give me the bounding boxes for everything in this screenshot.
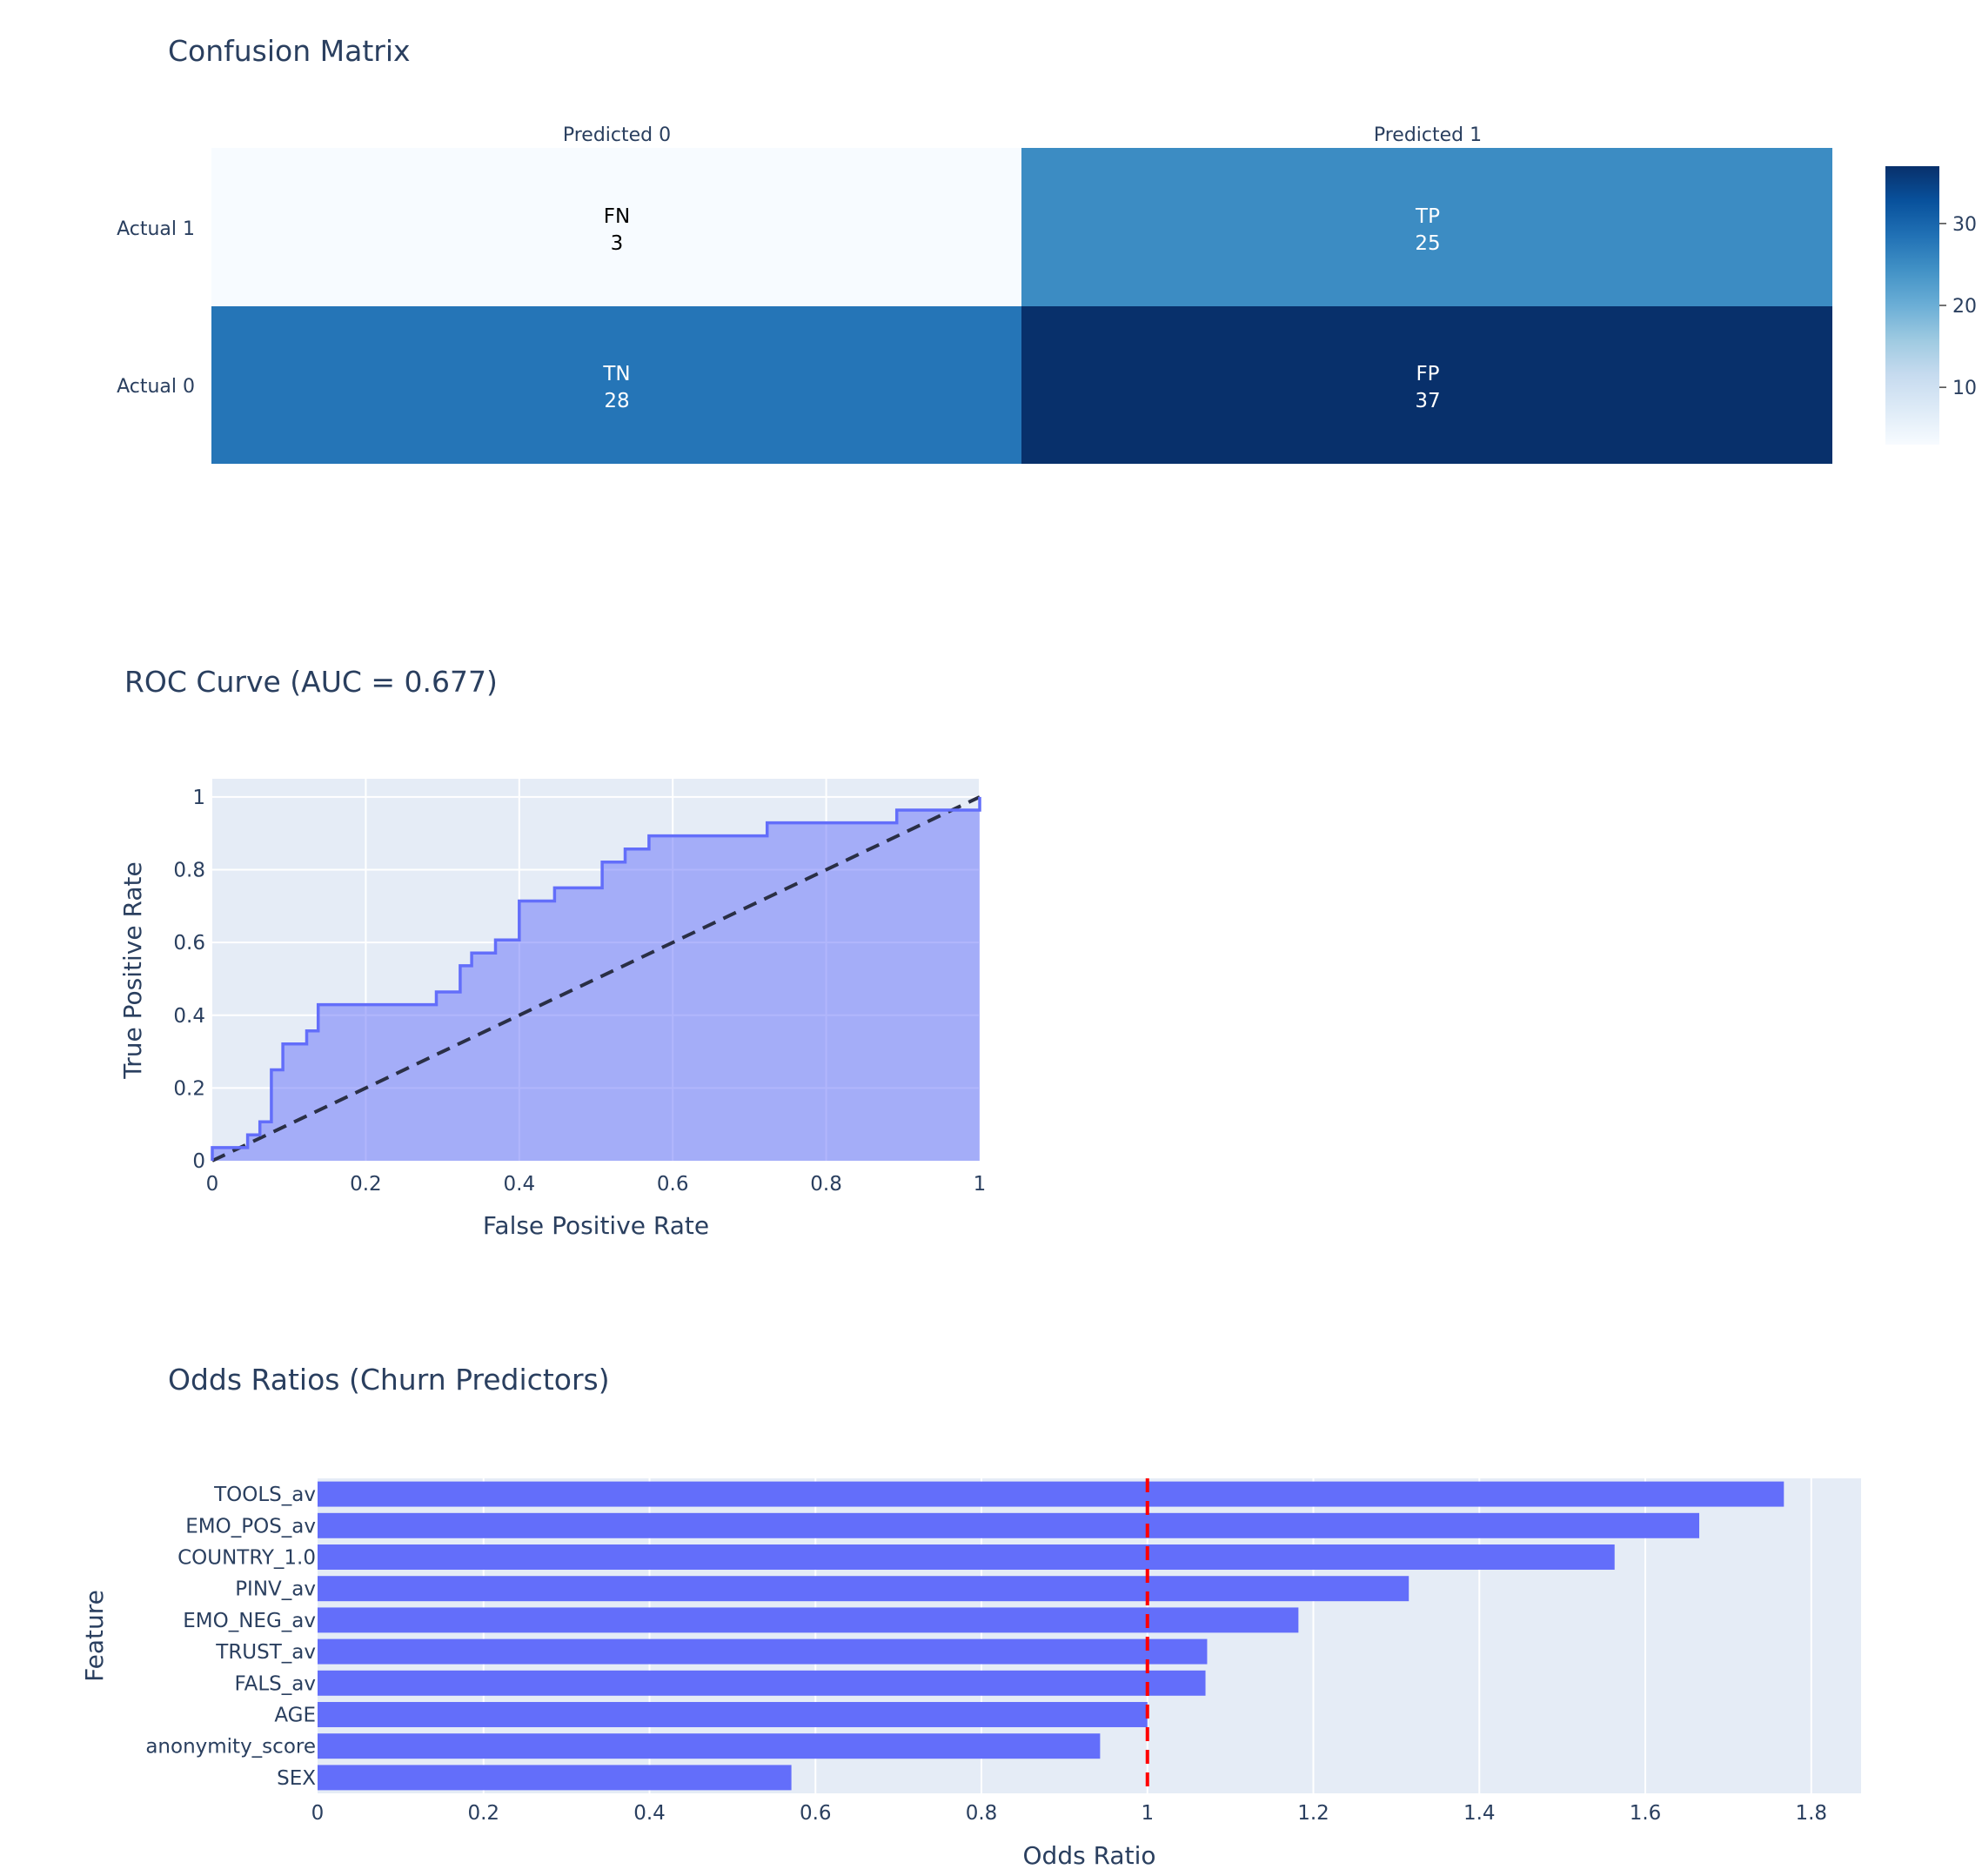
roc-y-tick-label: 0 (192, 1150, 205, 1173)
cm-cell-fp-label: FP (1416, 363, 1439, 385)
cm-column-label: Predicted 1 (1374, 124, 1482, 146)
cm-row-label: Actual 0 (117, 376, 195, 398)
odds-ratio-x-axis-title: Odds Ratio (1023, 1841, 1156, 1870)
roc-chance-line (211, 795, 981, 1162)
odds-ratio-x-tick-label: 0 (311, 1802, 325, 1825)
cm-cell-fn-label: FN (604, 205, 630, 228)
roc-x-tick-label: 1 (974, 1173, 987, 1196)
cm-colorbar-tick-label: 10 (1952, 378, 1977, 399)
odds-ratio-x-tick-label: 0.6 (800, 1802, 832, 1825)
roc-x-tick-label: 0 (206, 1173, 219, 1196)
cm-cell-fp (1021, 306, 1832, 464)
odds-ratio-x-tick-label: 1.4 (1463, 1802, 1496, 1825)
roc-x-tick-label: 0.4 (504, 1173, 536, 1196)
odds-ratio-x-tick-label: 0.2 (467, 1802, 499, 1825)
odds-ratio-category-label: SEX (277, 1767, 316, 1790)
odds-ratio-y-axis-title: Feature (80, 1590, 109, 1682)
roc-curve-line (211, 796, 981, 1161)
confusion-matrix-panel: Confusion Matrix FN 3 TP 25 TN 28 FP 37 … (117, 34, 1977, 464)
odds-ratio-panel: Odds Ratios (Churn Predictors) 0 0.2 0.4 0.… (80, 1363, 1861, 1870)
roc-x-tick-label: 0.6 (657, 1173, 689, 1196)
odds-ratio-bar (318, 1576, 1409, 1602)
cm-cell-tp (1021, 148, 1832, 306)
odds-ratio-category-label: TOOLS_av (213, 1484, 316, 1506)
roc-y-tick-label: 0.8 (173, 860, 205, 882)
odds-ratio-bar (318, 1638, 1208, 1665)
odds-ratio-category-label: anonymity_score (145, 1736, 316, 1759)
cm-cell-fn-value: 3 (611, 232, 624, 255)
cm-row-label: Actual 1 (117, 218, 195, 240)
roc-x-tick-label: 0.2 (350, 1173, 382, 1196)
cm-cell-tp-value: 25 (1415, 232, 1440, 255)
odds-ratio-category-label: FALS_av (235, 1672, 316, 1695)
roc-y-tick-label: 0.6 (173, 932, 205, 955)
roc-y-tick-label: 1 (192, 787, 205, 809)
cm-cell-tp-label: TP (1415, 205, 1440, 228)
cm-cell-tn-label: TN (602, 363, 630, 385)
odds-ratio-x-tick-label: 1.8 (1795, 1802, 1827, 1825)
cm-cell-tn-value: 28 (604, 390, 629, 412)
odds-ratio-category-label: AGE (274, 1705, 316, 1727)
roc-panel: ROC Curve (AUC = 0.677) 0 0.2 0.4 0.6 0.8 1 0 0… (118, 665, 986, 1240)
odds-ratio-x-tick-label: 0.4 (633, 1802, 666, 1825)
odds-ratio-bar (318, 1702, 1148, 1727)
cm-column-label: Predicted 0 (563, 124, 671, 146)
cm-cell-fp-value: 37 (1415, 390, 1440, 412)
odds-ratio-category-label: EMO_NEG_av (183, 1610, 316, 1632)
odds-ratio-bar (318, 1481, 1784, 1507)
confusion-matrix-title: Confusion Matrix (168, 34, 411, 68)
roc-y-axis-title: True Positive Rate (118, 861, 147, 1079)
odds-ratio-title: Odds Ratios (Churn Predictors) (168, 1363, 610, 1397)
roc-y-tick-label: 0.4 (173, 1005, 205, 1028)
roc-y-tick-label: 0.2 (173, 1077, 205, 1100)
odds-ratio-x-tick-label: 1.6 (1630, 1802, 1662, 1825)
odds-ratio-x-tick-label: 1.2 (1297, 1802, 1329, 1825)
odds-ratio-category-label: COUNTRY_1.0 (177, 1547, 316, 1570)
odds-ratio-category-label: TRUST_av (215, 1641, 316, 1664)
roc-x-axis-title: False Positive Rate (483, 1211, 709, 1240)
odds-ratio-bar (318, 1670, 1206, 1696)
cm-colorbar-gradient (1885, 166, 1939, 445)
odds-ratio-bar (318, 1544, 1615, 1570)
cm-cell-tn (211, 306, 1021, 464)
roc-x-tick-label: 0.8 (810, 1173, 842, 1196)
odds-ratio-x-tick-label: 1 (1141, 1802, 1154, 1825)
odds-ratio-bar (318, 1512, 1700, 1538)
cm-colorbar-tick-label: 30 (1952, 214, 1977, 236)
cm-cell-fn (211, 148, 1021, 306)
odds-ratio-category-label: EMO_POS_av (185, 1515, 316, 1538)
roc-title: ROC Curve (AUC = 0.677) (124, 665, 498, 699)
cm-colorbar: 10 20 30 (1885, 166, 1977, 445)
cm-colorbar-tick-label: 20 (1952, 296, 1977, 318)
odds-ratio-bar (318, 1765, 792, 1791)
odds-ratio-bar (318, 1733, 1101, 1759)
odds-ratio-category-label: PINV_av (235, 1578, 316, 1601)
odds-ratio-x-tick-label: 0.8 (966, 1802, 998, 1825)
odds-ratio-bar (318, 1607, 1299, 1633)
